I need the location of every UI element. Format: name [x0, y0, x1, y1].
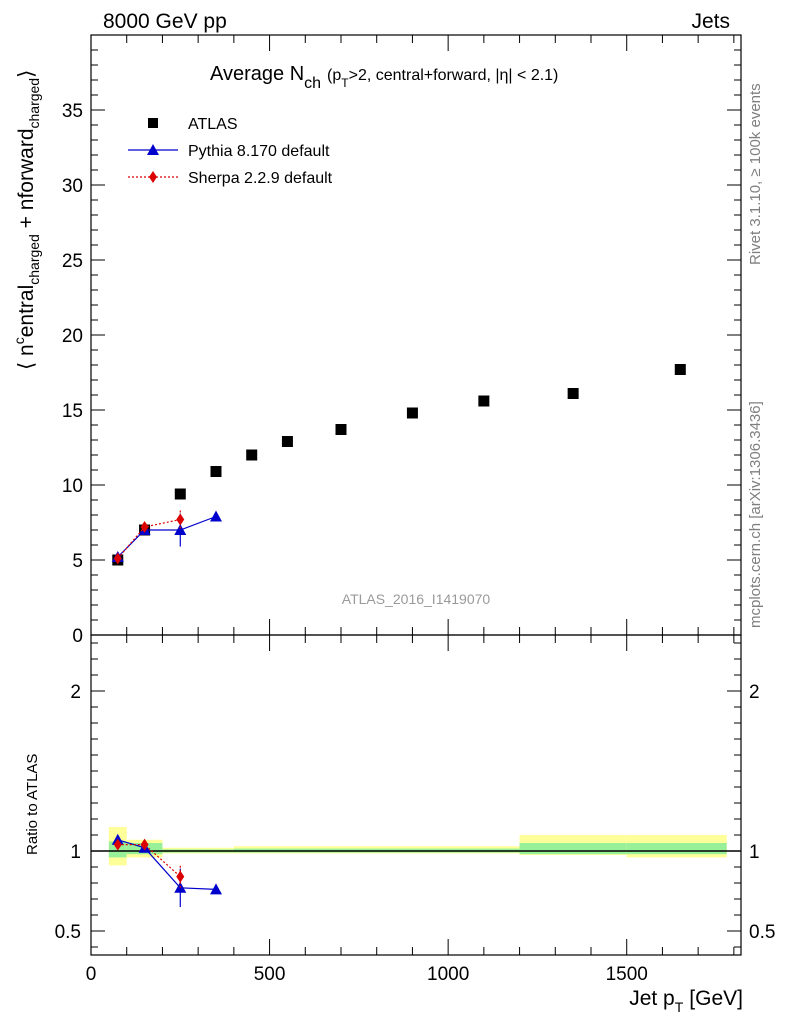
main-ytick-label: 35 — [62, 101, 83, 122]
band-inner-4 — [519, 843, 627, 855]
main-sherpa-point — [140, 521, 149, 533]
ratio-ytick-label-right: 1 — [749, 842, 760, 863]
main-pythia-point — [174, 524, 187, 535]
main-ytick-label: 20 — [62, 326, 83, 347]
xlabel-sub: T — [675, 999, 684, 1015]
main-pythia-point — [210, 510, 222, 522]
title-sel-open: (p — [327, 67, 341, 84]
ylabel-b: forward — [15, 129, 38, 199]
ratio-ytick-label-right: 2 — [749, 682, 760, 703]
ratio-pythia-line — [117, 839, 217, 890]
main-atlas-point — [210, 466, 222, 477]
main-sherpa-point — [176, 513, 185, 526]
main-atlas-point — [281, 436, 293, 447]
rivet-label: Rivet 3.1.10, ≥ 100k events — [747, 83, 764, 265]
ratio-ytick-label-left: 1 — [70, 842, 81, 863]
chart-title: Average Nch (pT>2, central+forward, |η| <… — [210, 63, 558, 92]
main-ytick-label: 15 — [62, 401, 83, 422]
ratio-sherpa-point — [176, 870, 185, 883]
ratio-ylabel: Ratio to ATLAS — [24, 754, 41, 855]
ylabel-open: ⟨ n — [15, 344, 38, 370]
ratio-sherpa-point — [113, 838, 122, 851]
mcplots-label: mcplots.cern.ch [arXiv:1306.3436] — [747, 401, 764, 628]
header-right: Jets — [691, 10, 730, 33]
main-ytick-label: 5 — [72, 551, 83, 572]
ratio-sherpa-line — [117, 843, 181, 878]
xtick-label: 1500 — [606, 964, 648, 985]
ratio-uncertainty-bands — [91, 827, 741, 866]
main-atlas-point — [478, 395, 490, 407]
main-atlas-point — [335, 424, 347, 435]
ratio-ytick-label-right: 0.5 — [749, 922, 775, 943]
legend-marker-atlas — [148, 118, 158, 128]
main-ytick-label: 0 — [72, 626, 83, 647]
main-atlas-point — [174, 488, 186, 500]
legend-marker-sherpa — [149, 171, 157, 183]
ylabel-a: entral — [15, 285, 38, 338]
title-sel-sub: T — [341, 76, 349, 90]
title-main-sub: ch — [304, 75, 321, 92]
legend-marker-pythia — [147, 144, 159, 155]
ylabel-mid: + n — [15, 199, 38, 235]
ratio-sherpa-point — [140, 838, 149, 851]
header-left: 8000 GeV pp — [103, 10, 227, 33]
main-sherpa-point — [113, 552, 122, 565]
main-ytick-label: 30 — [62, 176, 83, 197]
ylabel-sub-b: charged — [26, 78, 42, 129]
title-sel-rest: >2, central+forward, |η| < 2.1) — [349, 67, 559, 84]
ylabel-sub-a: charged — [26, 234, 42, 285]
title-main: Average N — [210, 63, 304, 85]
main-atlas-point — [567, 388, 579, 399]
legend-label-sherpa: Sherpa 2.2.9 default — [188, 170, 333, 187]
xtick-label: 500 — [254, 964, 286, 985]
xtick-label: 0 — [86, 964, 97, 985]
analysis-watermark: ATLAS_2016_I1419070 — [342, 591, 491, 607]
ylabel-sup: c — [11, 337, 27, 344]
main-atlas-point — [246, 449, 258, 461]
axis-ticks — [90, 35, 741, 955]
band-inner-5 — [626, 843, 727, 855]
xlabel: Jet pT [GeV] — [629, 987, 743, 1015]
xlabel-main: Jet p — [629, 987, 675, 1010]
xtick-label: 1000 — [427, 964, 469, 985]
main-ylabel: ⟨ ncentralcharged + nforwardcharged⟩ — [11, 70, 42, 370]
main-atlas-point — [406, 407, 418, 419]
xlabel-unit: [GeV] — [689, 987, 743, 1010]
ratio-pythia-point — [210, 883, 222, 895]
ratio-ytick-label-left: 0.5 — [55, 922, 81, 943]
legend: ATLAS Pythia 8.170 default Sherpa 2.2.9 … — [128, 116, 333, 187]
ylabel-close: ⟩ — [15, 70, 38, 78]
main-ytick-label: 10 — [62, 476, 83, 497]
ratio-ytick-label-left: 2 — [70, 682, 81, 703]
legend-label-pythia: Pythia 8.170 default — [188, 143, 330, 160]
legend-label-atlas: ATLAS — [188, 116, 238, 133]
data-marks — [111, 364, 686, 907]
axis-tick-labels: 0 5 10 15 20 25 30 35 0 500 1000 1500 0.5 0.5 1 1 2 2 — [55, 101, 776, 985]
main-atlas-point — [674, 364, 686, 375]
main-ytick-label: 25 — [62, 251, 83, 272]
ratio-panel-frame — [90, 634, 742, 956]
